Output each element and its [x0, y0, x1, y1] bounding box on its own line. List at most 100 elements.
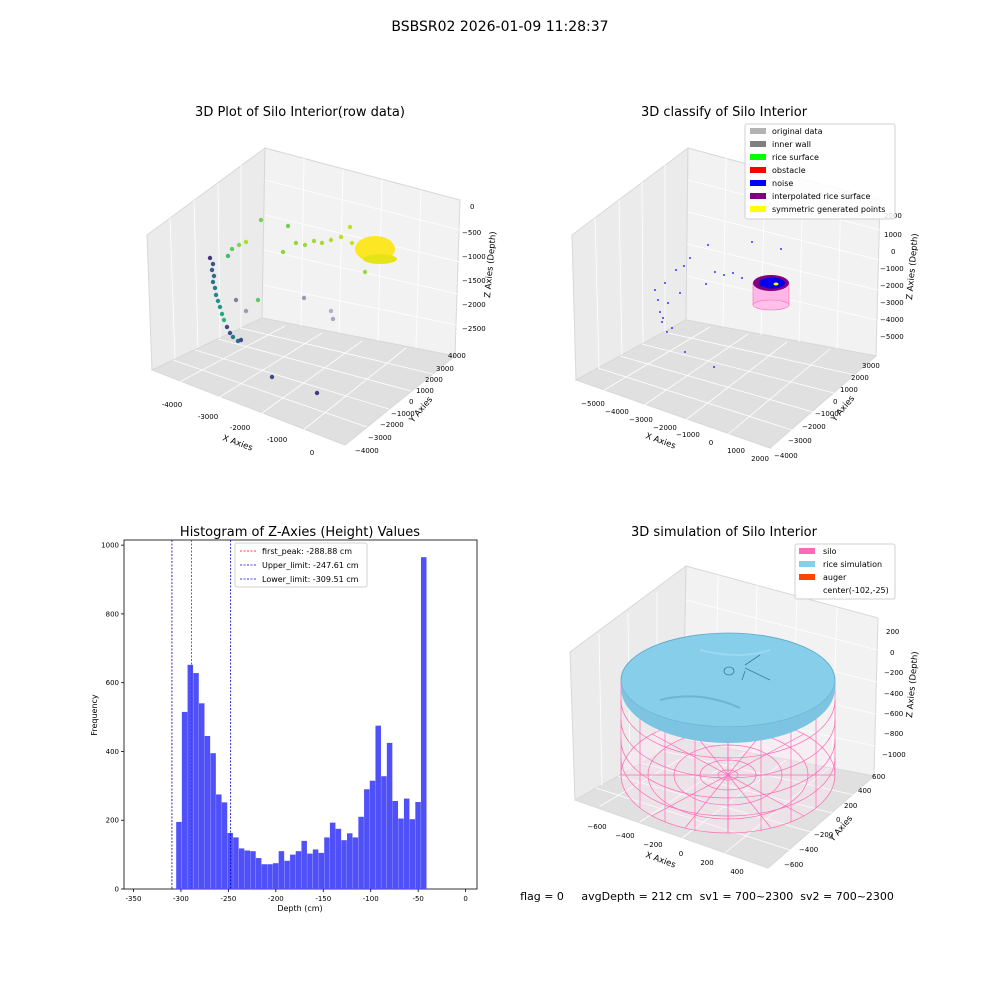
tick-label: −2000 — [653, 424, 677, 432]
hist-bar — [221, 802, 228, 889]
tick-label: 0 — [833, 398, 837, 406]
panel-raw-scatter — [207, 217, 397, 396]
legend-label: symmetric generated points — [772, 205, 885, 214]
tick-label: 600 — [106, 679, 119, 687]
legend-swatch — [750, 206, 766, 212]
hist-bar — [335, 828, 342, 889]
tick-label: 0 — [310, 449, 314, 457]
tick-label: 1000 — [727, 447, 745, 455]
tick-label: −3000 — [629, 416, 653, 424]
tick-label: 1000 — [416, 387, 434, 395]
tick-label: 400 — [858, 787, 871, 795]
hist-bar — [290, 854, 296, 889]
panel-sim-rice-surface — [620, 632, 836, 743]
panel-sim-x-ticks: −600 −400 −200 0 200 400 — [587, 823, 743, 876]
hist-bar — [409, 819, 416, 889]
tick-label: −2500 — [462, 325, 486, 333]
tick-label: -250 — [220, 895, 236, 903]
hist-bar — [244, 850, 251, 889]
tick-label: −3000 — [788, 437, 812, 445]
panel-classify-x-ticks: −5000 −4000 −3000 −2000 −1000 0 1000 200… — [581, 400, 769, 463]
tick-label: −4000 — [605, 408, 629, 416]
panel-sim-ylabel: Y Axies — [827, 814, 855, 845]
legend-label: rice simulation — [823, 560, 882, 569]
legend-label: auger — [823, 573, 847, 582]
tick-label: 1000 — [884, 231, 902, 239]
hist-bar — [278, 851, 285, 889]
hist-bar — [250, 851, 256, 889]
tick-label: −1000 — [815, 410, 839, 418]
tick-label: -4000 — [162, 401, 182, 409]
panel-classify-xlabel: X Axies — [644, 431, 677, 451]
tick-label: −600 — [784, 861, 803, 869]
tick-label: 0 — [891, 248, 895, 256]
panel-sim-z-ticks: 200 0 −200 −400 −600 −800 −1000 — [882, 628, 906, 759]
panel-hist-title: Histogram of Z-Axies (Height) Values — [180, 525, 420, 540]
tick-label: 400 — [730, 868, 743, 876]
tick-label: −1500 — [462, 277, 486, 285]
hist-bar — [284, 860, 290, 889]
legend-label: interpolated rice surface — [772, 192, 870, 201]
tick-label: 0 — [679, 850, 683, 858]
tick-label: -200 — [268, 895, 284, 903]
tick-label: -1000 — [267, 436, 287, 444]
hist-bar — [329, 822, 336, 889]
tick-label: 400 — [106, 748, 119, 756]
legend-swatch — [750, 193, 766, 199]
legend-label: center(-102,-25) — [823, 586, 889, 595]
tick-label: -2000 — [230, 424, 250, 432]
legend-label: Lower_limit: -309.51 cm — [262, 575, 359, 584]
tick-label: 2000 — [425, 376, 443, 384]
tick-label: 1000 — [101, 542, 119, 550]
tick-label: -50 — [412, 895, 423, 903]
hist-bar — [375, 725, 381, 889]
tick-label: −2000 — [802, 423, 826, 431]
legend-swatch — [750, 141, 766, 147]
tick-label: 0 — [115, 886, 119, 894]
tick-label: −400 — [884, 690, 903, 698]
tick-label: −2000 — [880, 282, 904, 290]
panel-raw-zlabel: Z Axies (Depth) — [483, 231, 499, 298]
tick-label: −400 — [615, 832, 634, 840]
hist-bar — [386, 742, 393, 889]
legend-label: obstacle — [772, 166, 806, 175]
panel-classify-y-ticks: 3000 2000 1000 0 −1000 −2000 −3000 −4000 — [774, 362, 880, 460]
legend-swatch — [799, 548, 815, 554]
tick-label: −1000 — [391, 410, 415, 418]
tick-label: 3000 — [862, 362, 880, 370]
legend-label: first_peak: -288.88 cm — [262, 547, 352, 556]
tick-label: 600 — [872, 773, 885, 781]
panel-simulation-3d: 3D simulation of Silo Interior — [569, 525, 921, 876]
tick-label: 0 — [463, 895, 467, 903]
figure-suptitle: BSBSR02 2026-01-09 11:28:37 — [391, 19, 608, 35]
tick-label: 2000 — [851, 374, 869, 382]
tick-label: −800 — [884, 730, 903, 738]
hist-bar — [261, 864, 268, 889]
hist-bar — [364, 789, 370, 889]
panel-histogram: Histogram of Z-Axies (Height) Values -35… — [90, 525, 478, 913]
tick-label: −4000 — [880, 316, 904, 324]
hist-bar — [216, 794, 222, 889]
legend-label: inner wall — [772, 140, 811, 149]
tick-label: −1000 — [676, 431, 700, 439]
status-line: flag = 0 avgDepth = 212 cm sv1 = 700~230… — [520, 890, 894, 903]
tick-label: 200 — [844, 802, 857, 810]
hist-y-ticks: 0 200 400 600 800 1000 — [101, 542, 124, 894]
hist-bar — [415, 802, 421, 889]
panel-sim-legend: silo rice simulation auger center(-102,-… — [794, 543, 896, 600]
legend-swatch — [799, 574, 815, 580]
hist-bars — [176, 557, 427, 889]
hist-xlabel: Depth (cm) — [277, 904, 322, 913]
panel-sim-title: 3D simulation of Silo Interior — [631, 525, 818, 540]
tick-label: -350 — [126, 895, 142, 903]
tick-label: −5000 — [581, 400, 605, 408]
tick-label: -3000 — [198, 413, 218, 421]
tick-label: −4000 — [774, 452, 798, 460]
hist-ylabel: Frequency — [90, 694, 99, 736]
tick-label: 200 — [886, 628, 899, 636]
tick-label: 0 — [409, 398, 413, 406]
tick-label: −600 — [587, 823, 606, 831]
panel-raw-x-ticks: -4000 -3000 -2000 -1000 0 — [162, 401, 314, 457]
tick-label: -100 — [363, 895, 379, 903]
hist-bar — [204, 735, 211, 889]
